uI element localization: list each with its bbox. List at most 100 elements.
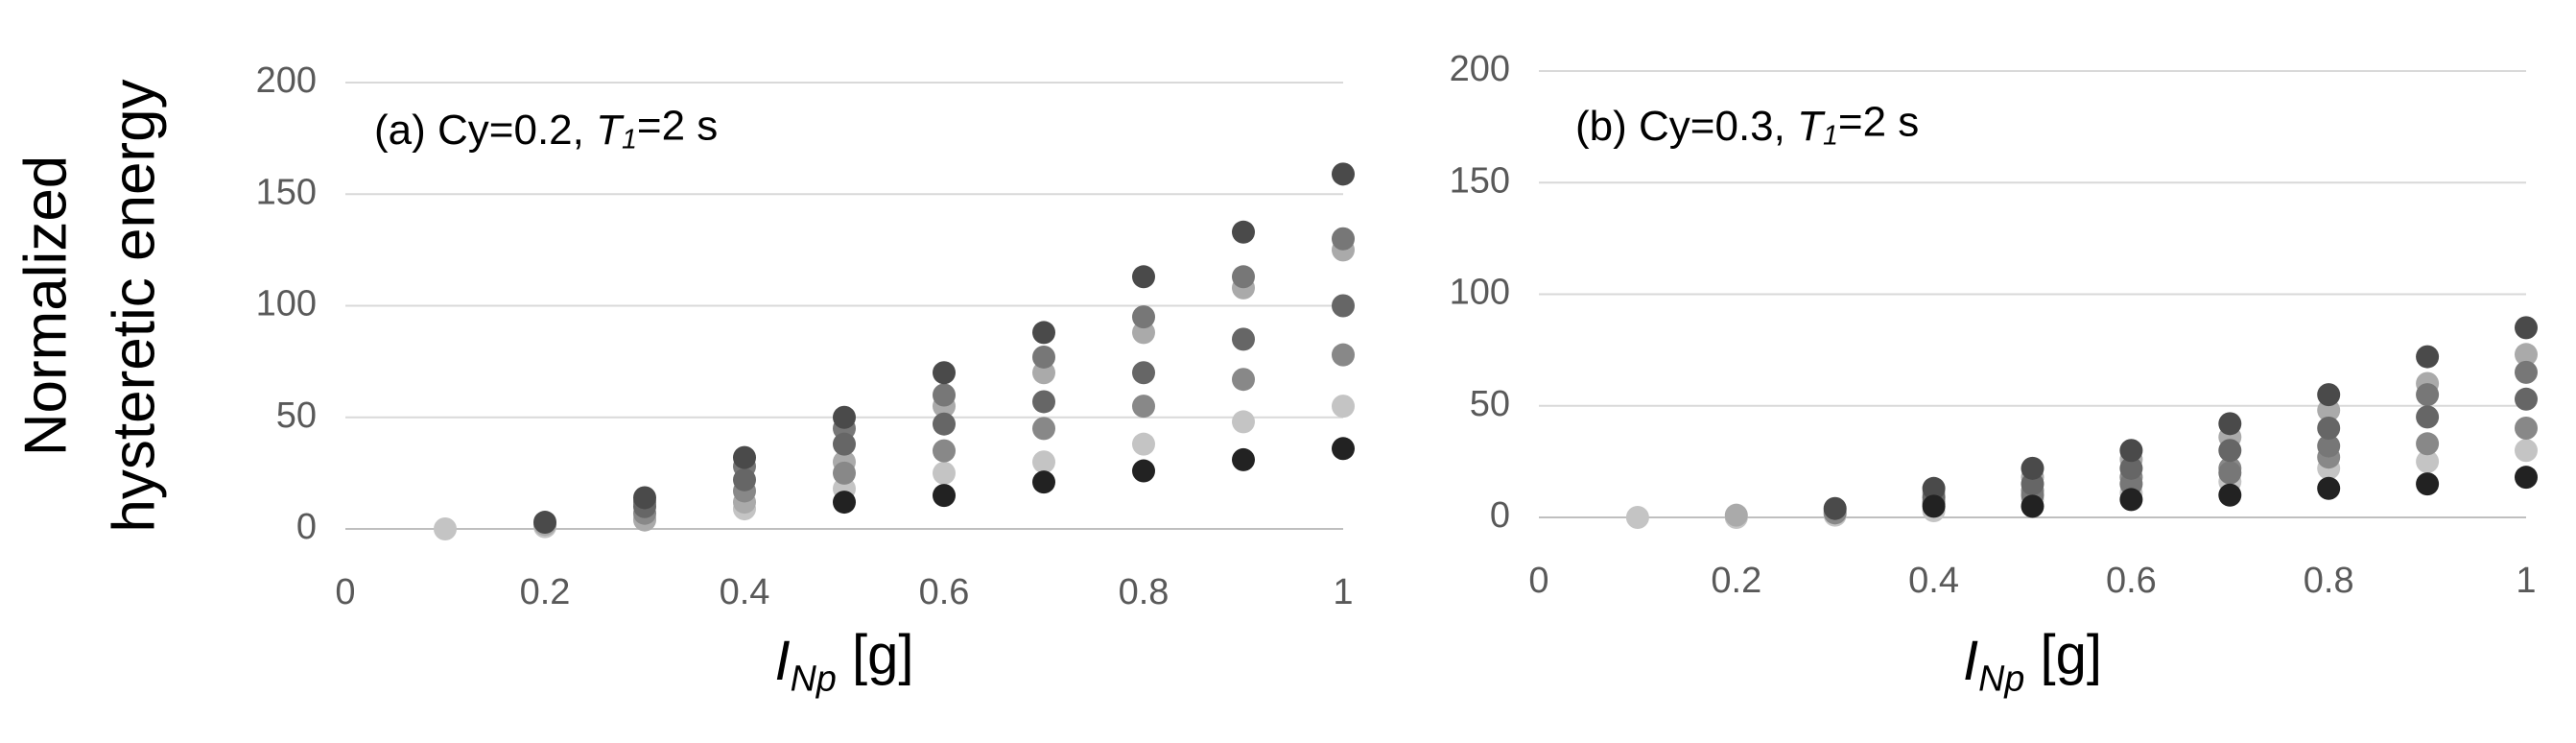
data-point bbox=[933, 412, 956, 436]
y-tick-label: 50 bbox=[1470, 384, 1510, 424]
data-point bbox=[2317, 417, 2341, 440]
y-axis-label: Normalized bbox=[12, 156, 79, 457]
data-point bbox=[733, 467, 756, 491]
data-point bbox=[2416, 432, 2440, 456]
annotation-subscript: 1 bbox=[622, 124, 637, 155]
y-tick-label: 150 bbox=[1450, 160, 1510, 201]
data-point bbox=[2317, 383, 2341, 407]
data-point bbox=[833, 461, 856, 485]
data-point bbox=[1232, 368, 1255, 392]
data-point bbox=[1922, 494, 1946, 518]
y-tick-label: 0 bbox=[296, 507, 317, 547]
data-point bbox=[1332, 395, 1355, 419]
data-point bbox=[1132, 395, 1155, 419]
x-tick-label: 0 bbox=[335, 572, 355, 612]
data-point bbox=[2119, 488, 2143, 512]
data-point bbox=[933, 383, 956, 407]
data-point bbox=[1032, 321, 1055, 345]
data-point bbox=[2515, 387, 2538, 411]
data-point bbox=[2416, 472, 2440, 496]
y-tick-label: 50 bbox=[276, 395, 317, 436]
data-point bbox=[1132, 432, 1155, 456]
data-point bbox=[2021, 456, 2044, 480]
annotation-subscript: 1 bbox=[1823, 120, 1838, 151]
data-point bbox=[1332, 294, 1355, 318]
y-tick-label: 200 bbox=[1450, 49, 1510, 89]
annotation-prefix: (a) Cy=0.2, bbox=[374, 107, 596, 154]
y-tick-label: 0 bbox=[1490, 495, 1510, 536]
x-axis-label-symbol: I bbox=[775, 630, 791, 692]
y-axis-label: hysteretic energy bbox=[101, 79, 167, 532]
y-tick-label: 100 bbox=[1450, 273, 1510, 313]
data-point bbox=[833, 432, 856, 456]
x-tick-label: 0.4 bbox=[1908, 561, 1959, 601]
x-axis-label-suffix: [g] bbox=[2024, 624, 2102, 686]
x-tick-label: 1 bbox=[1333, 572, 1353, 612]
data-point bbox=[1032, 417, 1055, 441]
x-axis-label: INp [g] bbox=[1963, 624, 2102, 698]
x-axis-label-subscript: Np bbox=[1978, 658, 2024, 698]
data-point bbox=[2515, 439, 2538, 463]
data-point bbox=[1232, 220, 1255, 244]
data-point bbox=[1132, 305, 1155, 329]
data-point bbox=[1823, 496, 1847, 520]
data-point bbox=[1332, 437, 1355, 461]
data-point bbox=[1232, 327, 1255, 351]
data-point bbox=[2218, 461, 2242, 485]
y-tick-label: 100 bbox=[256, 284, 317, 324]
data-point bbox=[833, 405, 856, 429]
y-tick-label: 150 bbox=[256, 172, 317, 212]
data-point bbox=[1332, 227, 1355, 251]
data-point bbox=[1132, 265, 1155, 289]
data-point bbox=[1032, 450, 1055, 474]
data-point bbox=[2119, 456, 2143, 480]
data-point bbox=[1922, 476, 1946, 500]
annotation-symbol: T bbox=[596, 107, 625, 154]
data-point bbox=[1032, 470, 1055, 494]
data-point bbox=[1132, 459, 1155, 483]
x-tick-label: 0.2 bbox=[520, 572, 571, 612]
data-point bbox=[2218, 412, 2242, 436]
data-point bbox=[1032, 345, 1055, 369]
data-point bbox=[833, 491, 856, 515]
x-tick-label: 0 bbox=[1528, 561, 1548, 601]
data-point bbox=[2119, 439, 2143, 463]
y-tick-label: 200 bbox=[256, 60, 317, 101]
data-point bbox=[1724, 503, 1748, 527]
data-point bbox=[2515, 316, 2538, 340]
data-point bbox=[2218, 439, 2242, 463]
x-tick-label: 0.8 bbox=[2304, 561, 2354, 601]
data-point bbox=[2416, 345, 2440, 369]
data-point bbox=[2515, 417, 2538, 440]
data-point bbox=[533, 511, 556, 535]
data-point bbox=[1332, 162, 1355, 186]
annotation-suffix: =2 s bbox=[1838, 98, 1919, 145]
data-point bbox=[1132, 361, 1155, 385]
x-tick-label: 0.8 bbox=[1119, 572, 1170, 612]
data-point bbox=[2317, 476, 2341, 500]
x-axis-label-suffix: [g] bbox=[837, 624, 914, 686]
data-point bbox=[2515, 360, 2538, 384]
data-point bbox=[2416, 405, 2440, 429]
data-point bbox=[2515, 343, 2538, 367]
data-point bbox=[733, 445, 756, 469]
data-point bbox=[1332, 343, 1355, 367]
annotation-suffix: =2 s bbox=[637, 102, 718, 149]
annotation-symbol: T bbox=[1797, 103, 1826, 150]
data-point bbox=[933, 361, 956, 385]
x-tick-label: 1 bbox=[2516, 561, 2536, 601]
data-point bbox=[933, 461, 956, 485]
annotation-prefix: (b) Cy=0.3, bbox=[1575, 103, 1797, 150]
x-tick-label: 0.4 bbox=[720, 572, 770, 612]
data-point bbox=[2416, 383, 2440, 407]
x-tick-label: 0.6 bbox=[919, 572, 970, 612]
data-point bbox=[633, 486, 656, 510]
data-point bbox=[2416, 449, 2440, 473]
data-point bbox=[2515, 466, 2538, 490]
data-point bbox=[1232, 410, 1255, 434]
data-point bbox=[933, 484, 956, 508]
x-axis-label: INp [g] bbox=[775, 624, 914, 698]
